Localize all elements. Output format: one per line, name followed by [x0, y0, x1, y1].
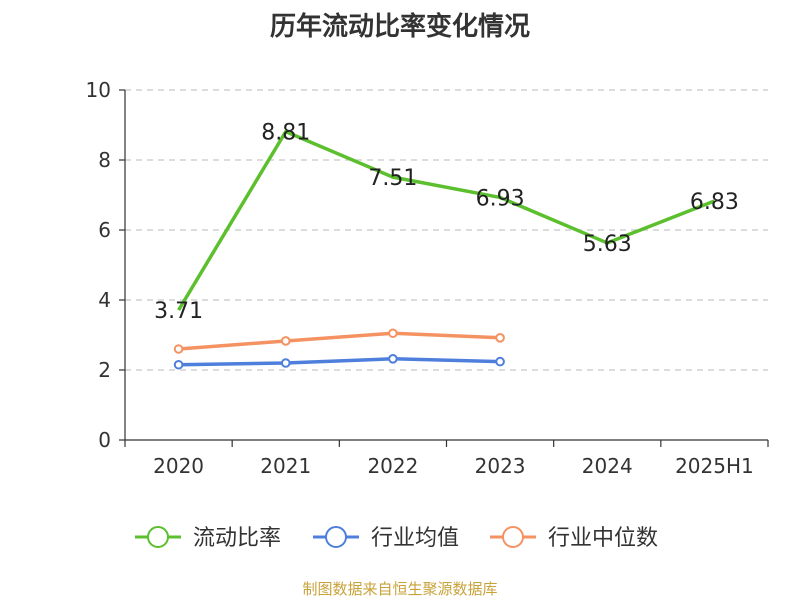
source-note: 制图数据来自恒生聚源数据库: [302, 580, 498, 598]
legend-item-industry-median: 行业中位数: [490, 526, 658, 551]
grid-lines: [125, 89, 768, 371]
legend-marker-icon: [325, 526, 347, 548]
industry-median-line: [178, 331, 501, 351]
data-label: 7.51: [368, 166, 417, 191]
y-tick-label: 6: [98, 218, 111, 242]
current-ratio-line: [177, 129, 716, 312]
data-label: 6.83: [690, 190, 739, 215]
x-tick-label: 2025H1: [675, 454, 754, 478]
data-labels: 3.71 8.81 7.51 6.93 5.63 6.83: [154, 121, 739, 325]
industry-mean-point: [173, 359, 184, 370]
industry-mean-line: [178, 357, 501, 367]
industry-median-point: [173, 344, 184, 354]
industry-median-point: [495, 333, 505, 343]
series: [173, 129, 716, 370]
y-tick-label: 0: [98, 428, 111, 452]
x-tick-label: 2021: [260, 454, 311, 478]
data-label: 6.93: [476, 186, 525, 211]
industry-mean-point: [388, 354, 398, 364]
legend-item-industry-mean: 行业均值: [313, 526, 459, 551]
y-tick-label: 10: [86, 78, 111, 102]
legend-marker-icon: [502, 526, 524, 548]
data-label: 8.81: [261, 121, 310, 146]
y-tick-label: 4: [98, 288, 111, 312]
data-label: 5.63: [583, 232, 632, 257]
x-tick-label: 2022: [367, 454, 418, 478]
chart-title: 历年流动比率变化情况: [269, 12, 530, 42]
legend-label: 行业中位数: [548, 526, 658, 551]
legend-item-current-ratio: 流动比率: [135, 526, 281, 551]
industry-median-point: [388, 328, 398, 339]
legend-label: 流动比率: [193, 526, 281, 551]
y-tick-label: 2: [98, 358, 111, 382]
axes: 0 2 4 6 8 10 2020 2021 2022 2023 2024 2025H1: [86, 78, 769, 478]
legend: 流动比率 行业均值 行业中位数: [135, 526, 658, 551]
industry-median-point: [280, 336, 291, 346]
x-tick-label: 2024: [582, 454, 633, 478]
legend-label: 行业均值: [371, 526, 459, 551]
legend-marker-icon: [147, 526, 169, 548]
x-tick-label: 2023: [475, 454, 526, 478]
data-label: 3.71: [154, 299, 203, 324]
x-tick-label: 2020: [153, 454, 204, 478]
y-tick-label: 8: [98, 148, 111, 172]
industry-mean-point: [495, 356, 505, 367]
industry-mean-point: [280, 358, 291, 368]
